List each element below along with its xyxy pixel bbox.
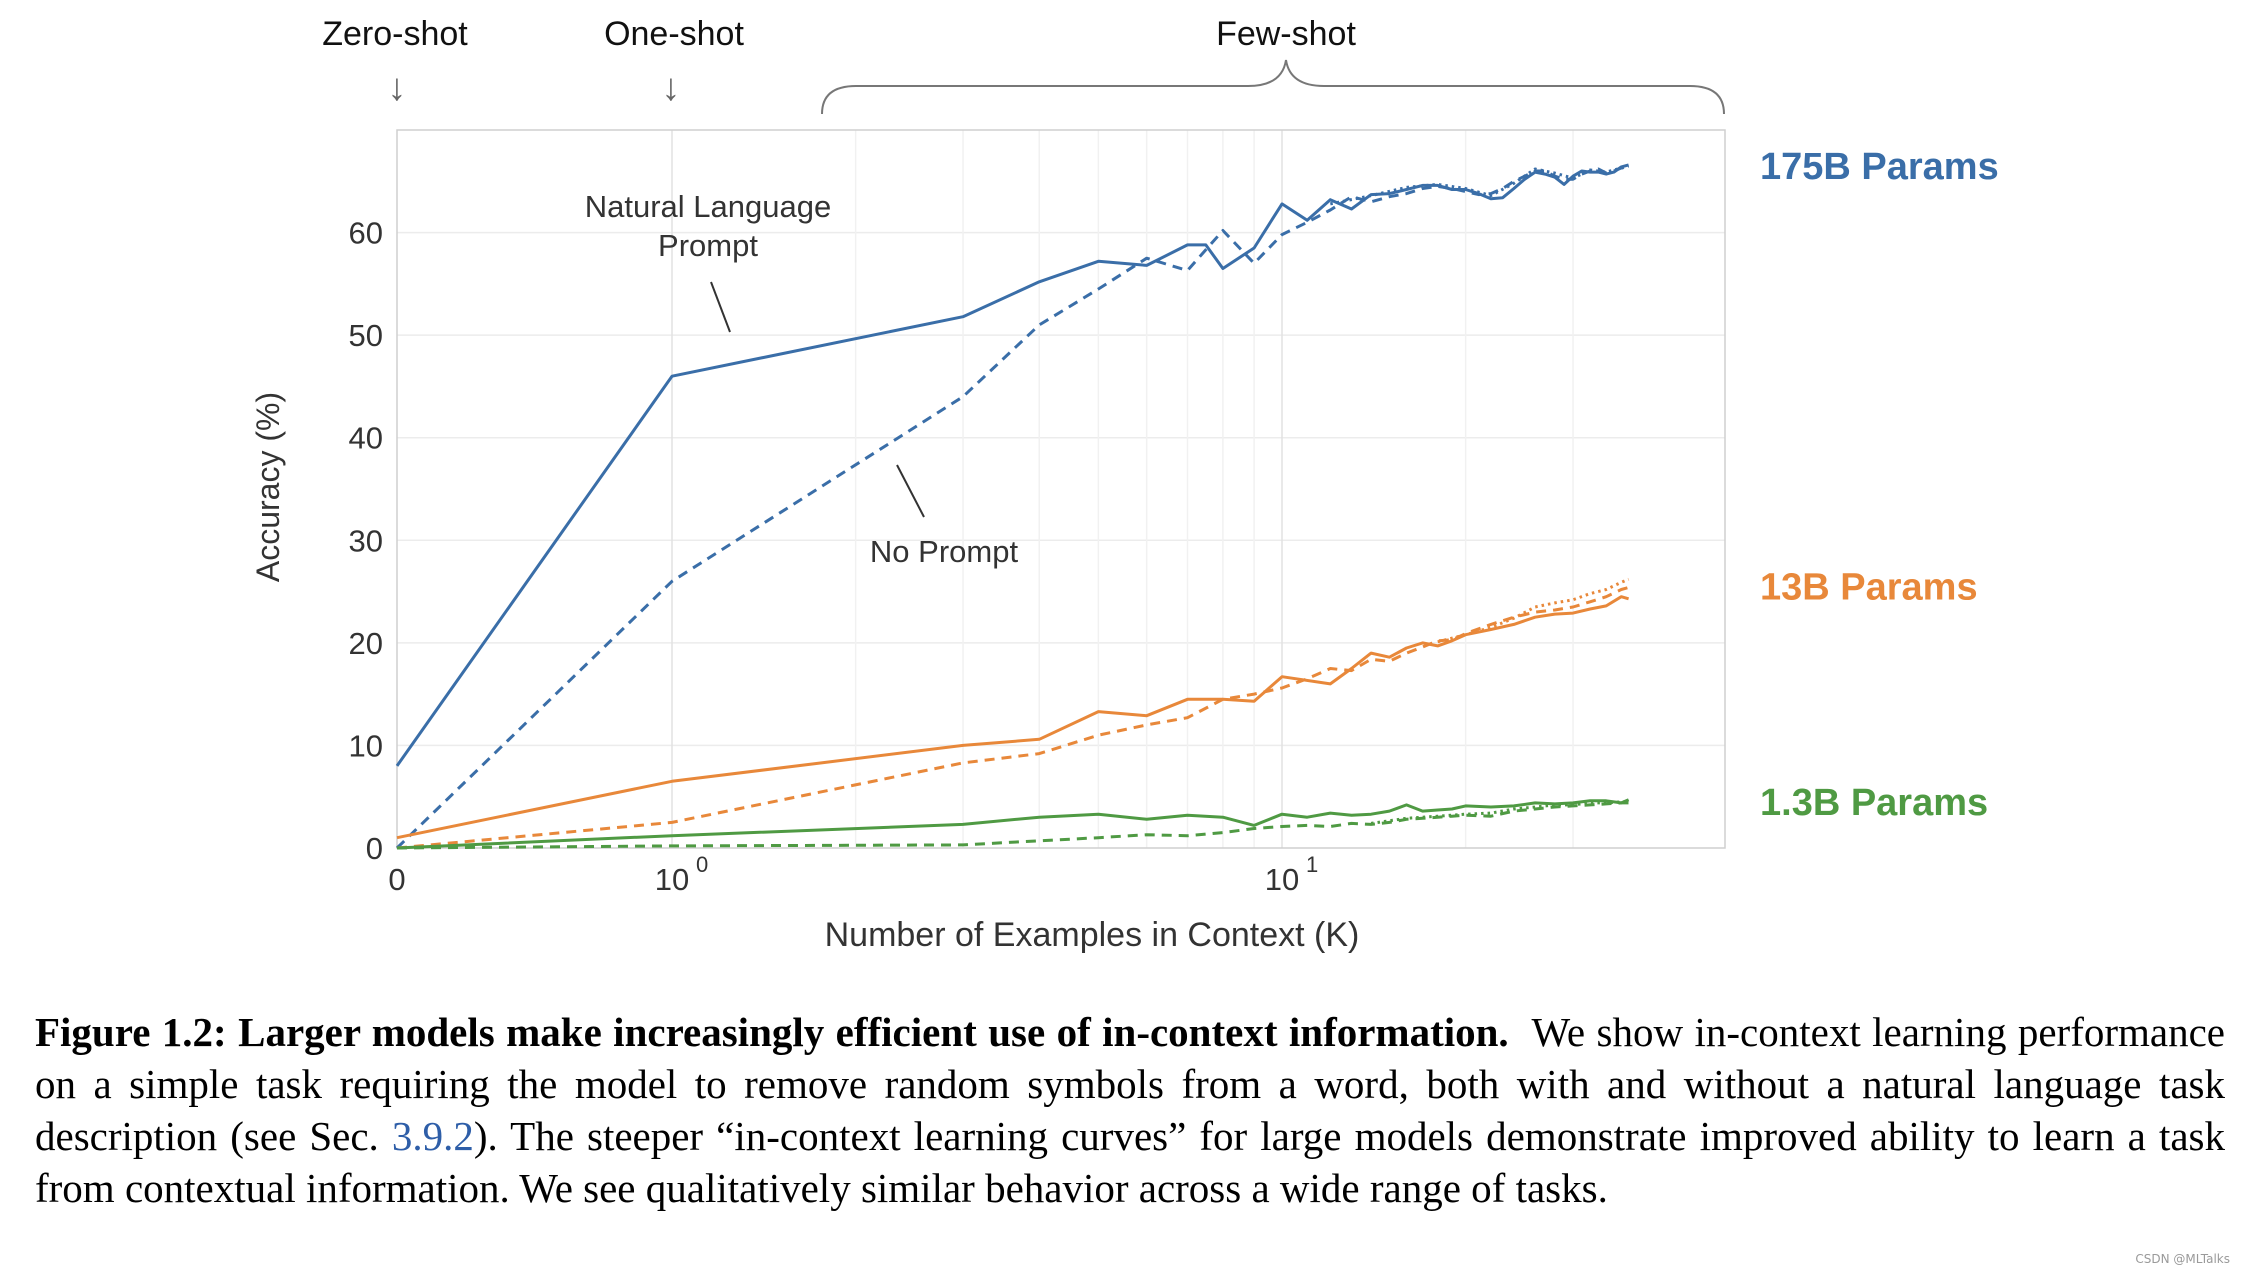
series-layer bbox=[395, 163, 1630, 850]
figure-caption: Figure 1.2: Larger models make increasin… bbox=[35, 1006, 2225, 1214]
watermark: CSDN @MLTalks bbox=[2135, 1252, 2230, 1266]
series-line-1-3b-params-dotted bbox=[1370, 800, 1629, 825]
x-tick-exponent: 0 bbox=[696, 852, 708, 877]
one-shot-arrow-icon: ↓ bbox=[662, 67, 681, 109]
legend-label-1-3b-params: 1.3B Params bbox=[1760, 782, 1988, 824]
natural-language-prompt-label: Natural Language bbox=[585, 189, 831, 224]
caption-text-part1: We show in-context learning performance … bbox=[35, 1009, 2225, 1159]
plot-frame bbox=[396, 129, 1726, 849]
y-axis-label: Accuracy (%) bbox=[250, 392, 286, 582]
y-tick-label: 0 bbox=[366, 831, 383, 866]
x-tick-label: 0 bbox=[388, 862, 405, 897]
series-line-13b-params-dashed bbox=[396, 586, 1629, 850]
no-prompt-label: No Prompt bbox=[870, 534, 1019, 569]
y-tick-label: 30 bbox=[349, 523, 383, 558]
y-tick-label: 40 bbox=[349, 421, 383, 456]
zero-shot-arrow-icon: ↓ bbox=[388, 67, 407, 109]
natural-language-prompt-pointer bbox=[710, 281, 731, 333]
few-shot-brace bbox=[821, 59, 1725, 115]
series-line-13b-params-dotted bbox=[1437, 577, 1630, 644]
accuracy-vs-examples-chart: 0 10 20 30 40 50 60 0 10 0 10 1 Number of Examples… bbox=[250, 15, 1999, 954]
series-line-175b-params-solid bbox=[395, 163, 1629, 767]
natural-language-prompt-label-line2: Prompt bbox=[658, 228, 758, 263]
few-shot-label: Few-shot bbox=[1216, 15, 1356, 53]
x-tick-exponent: 1 bbox=[1306, 852, 1318, 877]
legend: 175B Params 13B Params 1.3B Params bbox=[1760, 146, 1999, 824]
one-shot-label: One-shot bbox=[604, 15, 744, 53]
series-line-175b-params-dotted bbox=[1330, 164, 1630, 206]
no-prompt-pointer bbox=[896, 464, 925, 518]
series-line-13b-params-solid bbox=[396, 595, 1630, 840]
caption-title: Figure 1.2: Larger models make increasin… bbox=[35, 1009, 1509, 1055]
legend-label-13b-params: 13B Params bbox=[1760, 566, 1978, 608]
series-line-1-3b-params-dashed bbox=[396, 801, 1629, 850]
caption-section-link[interactable]: 3.9.2 bbox=[391, 1113, 474, 1159]
zero-shot-label: Zero-shot bbox=[322, 15, 468, 53]
x-tick-label: 10 bbox=[655, 862, 689, 897]
legend-label-175b-params: 175B Params bbox=[1760, 146, 1999, 188]
grid bbox=[397, 130, 1725, 848]
x-axis-label: Number of Examples in Context (K) bbox=[825, 916, 1360, 954]
y-tick-label: 20 bbox=[349, 626, 383, 661]
x-ticks: 0 10 0 10 1 bbox=[388, 852, 1318, 897]
y-tick-label: 10 bbox=[349, 728, 383, 763]
caption-text-part2: ). The steeper “in-context learning curv… bbox=[35, 1113, 2225, 1211]
y-tick-label: 50 bbox=[349, 318, 383, 353]
y-tick-label: 60 bbox=[349, 216, 383, 251]
x-tick-label: 10 bbox=[1265, 862, 1299, 897]
y-ticks: 0 10 20 30 40 50 60 bbox=[349, 216, 383, 866]
